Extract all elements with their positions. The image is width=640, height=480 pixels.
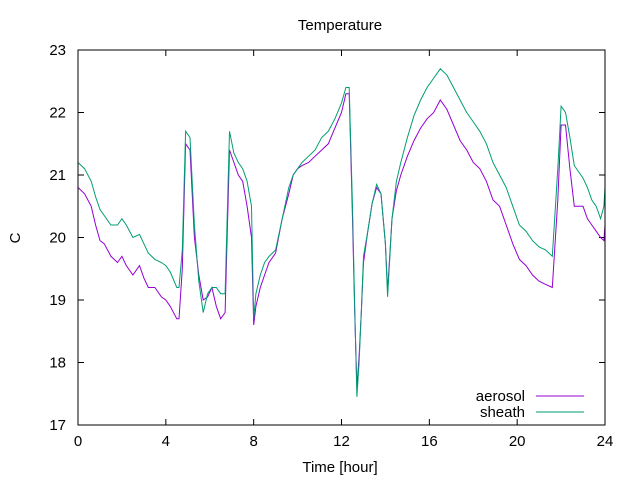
y-axis-label: C: [7, 232, 24, 243]
y-tick-label: 21: [49, 167, 66, 184]
x-tick-label: 12: [333, 433, 350, 450]
x-axis-label: Time [hour]: [302, 459, 377, 476]
x-tick-label: 24: [597, 433, 614, 450]
series-lines: [77, 68, 606, 397]
x-tick-label: 0: [74, 433, 82, 450]
axis-ticks: 0 4 8 12 16 20 24 17 18 19 20 21 22 23: [49, 42, 613, 450]
y-tick-label: 18: [49, 355, 66, 372]
legend-label-aerosol: aerosol: [476, 388, 525, 405]
x-tick-label: 16: [421, 433, 438, 450]
series-line-aerosol: [77, 93, 606, 388]
x-tick-label: 8: [249, 433, 257, 450]
y-tick-label: 19: [49, 292, 66, 309]
plot-frame: [77, 49, 606, 426]
y-tick-label: 17: [49, 417, 66, 434]
series-line-sheath: [77, 68, 606, 397]
y-tick-label: 23: [49, 42, 66, 59]
y-tick-label: 22: [49, 105, 66, 122]
y-tick-label: 20: [49, 230, 66, 247]
x-tick-label: 20: [509, 433, 526, 450]
legend-label-sheath: sheath: [480, 404, 525, 421]
chart-title: Temperature: [298, 17, 382, 34]
x-tick-label: 4: [162, 433, 170, 450]
